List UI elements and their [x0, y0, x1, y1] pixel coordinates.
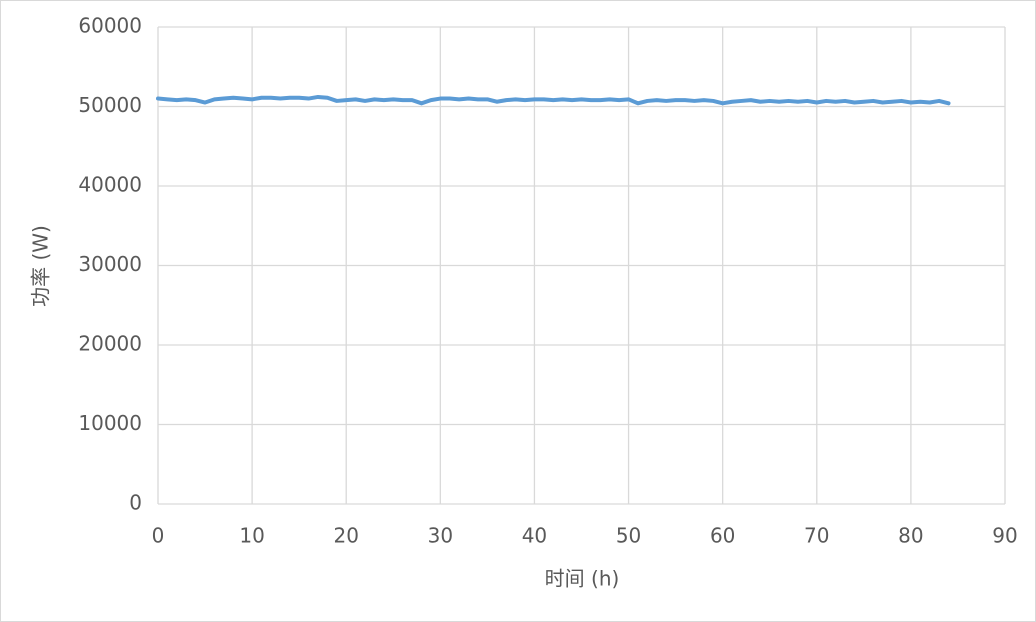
- x-tick-label: 0: [152, 524, 165, 548]
- x-tick-label: 50: [616, 524, 641, 548]
- x-tick-label: 20: [333, 524, 358, 548]
- y-tick-label: 50000: [78, 93, 142, 117]
- x-tick-label: 10: [239, 524, 264, 548]
- x-tick-label: 40: [522, 524, 547, 548]
- y-tick-label: 60000: [78, 14, 142, 38]
- x-tick-label: 60: [710, 524, 735, 548]
- y-tick-label: 10000: [78, 411, 142, 435]
- x-tick-label: 70: [804, 524, 829, 548]
- x-tick-label: 80: [898, 524, 923, 548]
- x-axis-label: 时间 (h): [545, 567, 620, 591]
- y-axis-label: 功率 (W): [29, 225, 53, 307]
- y-tick-label: 30000: [78, 252, 142, 276]
- x-tick-label: 90: [992, 524, 1017, 548]
- y-tick-label: 0: [129, 491, 142, 515]
- y-tick-label: 20000: [78, 332, 142, 356]
- data-line: [156, 94, 951, 106]
- x-tick-label: 30: [428, 524, 453, 548]
- y-tick-label: 40000: [78, 173, 142, 197]
